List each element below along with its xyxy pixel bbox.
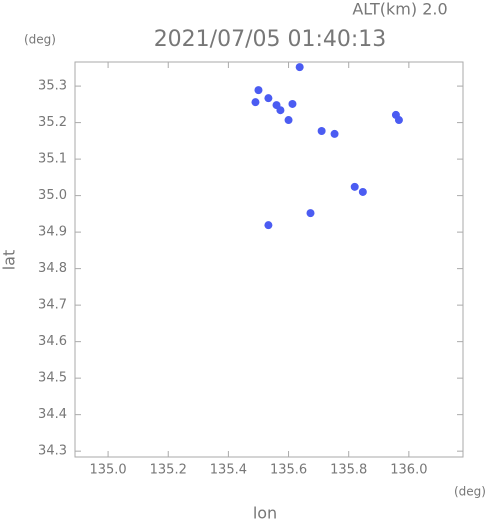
- y-tick-label: 34.3: [38, 444, 67, 459]
- echo-point: [350, 182, 359, 191]
- y-tick-label: 34.7: [38, 298, 67, 313]
- plot-frame: [74, 61, 464, 458]
- x-tick-label: 135.2: [150, 463, 187, 478]
- x-tick-label: 135.4: [210, 463, 247, 478]
- echo-point: [284, 116, 293, 125]
- echo-point: [317, 126, 326, 135]
- y-unit: (deg): [24, 33, 56, 47]
- echo-point: [295, 63, 304, 72]
- x-tick-label: 135.6: [270, 463, 307, 478]
- echo-point: [264, 94, 273, 103]
- y-tick-label: 34.8: [38, 261, 67, 276]
- x-tick-label: 135.8: [330, 463, 367, 478]
- x-tick-label: 136.0: [390, 463, 427, 478]
- y-tick-label: 35.1: [38, 152, 67, 167]
- chart-title: 2021/07/05 01:40:13: [154, 27, 387, 52]
- echo-point: [288, 99, 297, 108]
- y-tick-label: 34.5: [38, 371, 67, 386]
- subtitle: ALT(km) 2.0: [352, 0, 447, 19]
- echo-point: [251, 98, 260, 107]
- y-tick-label: 34.6: [38, 334, 67, 349]
- x-tick-label: 135.0: [89, 463, 126, 478]
- y-axis-label: lat: [0, 250, 19, 271]
- echo-point: [264, 221, 273, 230]
- echo-point: [254, 86, 263, 95]
- echo-point: [276, 106, 285, 115]
- y-tick-label: 34.4: [38, 407, 67, 422]
- y-tick-label: 35.2: [38, 115, 67, 130]
- echo-point: [330, 129, 339, 138]
- y-tick-label: 35.3: [38, 79, 67, 94]
- x-axis-label: lon: [253, 504, 277, 521]
- echo-point: [358, 187, 367, 196]
- echo-point: [306, 209, 315, 218]
- y-tick-label: 35.0: [38, 188, 67, 203]
- echo-point: [394, 116, 403, 125]
- y-tick-label: 34.9: [38, 225, 67, 240]
- x-unit: (deg): [454, 485, 486, 499]
